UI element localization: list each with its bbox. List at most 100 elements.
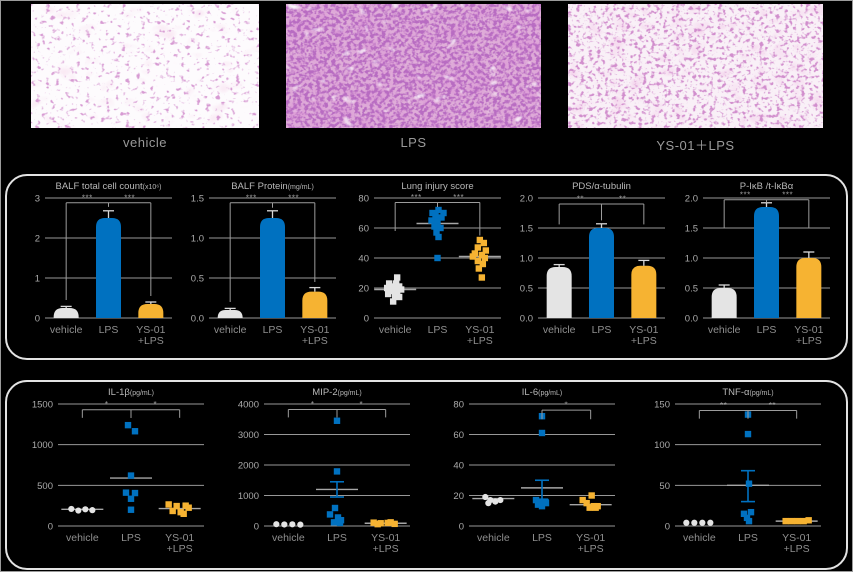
svg-text:+LPS: +LPS	[783, 543, 809, 555]
svg-text:LPS: LPS	[263, 324, 283, 336]
svg-text:YS-01: YS-01	[794, 324, 823, 336]
svg-text:BALF Protein(mg/mL): BALF Protein(mg/mL)	[231, 181, 314, 192]
svg-text:LPS: LPS	[98, 324, 118, 336]
svg-text:3000: 3000	[238, 430, 259, 441]
svg-text:2000: 2000	[238, 461, 259, 472]
svg-text:vehicle: vehicle	[214, 324, 247, 336]
svg-text:0.0: 0.0	[684, 314, 697, 325]
chart-balf-total-cell-count: 0 1 2 3 BALF total cell count(x10⁶)*** *** veh…	[34, 181, 172, 347]
micrograph-label-vehicle: vehicle	[123, 135, 167, 150]
svg-text:80: 80	[358, 194, 369, 205]
svg-text:**: **	[619, 195, 626, 204]
svg-text:LPS: LPS	[532, 532, 552, 544]
svg-text:1.5: 1.5	[520, 224, 533, 235]
svg-text:0.5: 0.5	[520, 284, 533, 295]
micrograph-panel-vehicle: vehicle	[31, 4, 259, 154]
svg-text:2: 2	[34, 234, 39, 245]
svg-text:3: 3	[34, 194, 39, 205]
svg-text:1500: 1500	[32, 400, 53, 411]
svg-text:vehicle: vehicle	[378, 324, 411, 336]
svg-text:vehicle: vehicle	[477, 532, 510, 544]
svg-text:0: 0	[48, 522, 53, 533]
svg-text:***: ***	[124, 193, 135, 202]
svg-text:4000: 4000	[238, 400, 259, 411]
svg-text:***: ***	[288, 193, 299, 202]
chart-p-ikb-t-ikb: 0.0 0.5 1.0 1.5 2.0 P-IκB /t-IκBα*** *** vehicl…	[684, 181, 830, 347]
svg-text:20: 20	[358, 284, 369, 295]
svg-text:*: *	[311, 400, 315, 409]
svg-text:1.0: 1.0	[191, 234, 204, 245]
svg-text:**: **	[577, 195, 584, 204]
svg-text:1000: 1000	[32, 440, 53, 451]
svg-text:0: 0	[664, 522, 669, 533]
svg-text:100: 100	[654, 440, 670, 451]
svg-text:IL-1β(pg/mL): IL-1β(pg/mL)	[108, 387, 154, 398]
svg-text:vehicle: vehicle	[707, 324, 740, 336]
svg-text:+LPS: +LPS	[795, 335, 821, 347]
micrograph-image-lps	[286, 4, 541, 128]
svg-text:+LPS: +LPS	[631, 335, 657, 347]
svg-text:YS-01: YS-01	[465, 324, 494, 336]
svg-text:Lung injury score: Lung injury score	[401, 181, 473, 192]
svg-text:+LPS: +LPS	[302, 335, 328, 347]
svg-text:YS-01: YS-01	[782, 532, 811, 544]
svg-text:vehicle: vehicle	[272, 532, 305, 544]
svg-text:0.0: 0.0	[520, 314, 533, 325]
svg-text:2.0: 2.0	[520, 194, 533, 205]
svg-text:+LPS: +LPS	[466, 335, 492, 347]
svg-text:vehicle: vehicle	[543, 324, 576, 336]
svg-text:TNF-α(pg/mL): TNF-α(pg/mL)	[722, 387, 773, 398]
svg-text:PDS/α-tubulin: PDS/α-tubulin	[572, 181, 631, 192]
svg-text:1.0: 1.0	[684, 254, 697, 265]
svg-text:60: 60	[358, 224, 369, 235]
svg-text:LPS: LPS	[327, 532, 347, 544]
svg-text:+LPS: +LPS	[578, 543, 604, 555]
chart-balf-protein: 0.0 0.5 1.0 1.5 BALF Protein(mg/mL)*** *** veh…	[191, 181, 336, 347]
svg-text:1.0: 1.0	[520, 254, 533, 265]
svg-text:LPS: LPS	[592, 324, 612, 336]
svg-text:YS-01: YS-01	[371, 532, 400, 544]
chart-pds-alpha-tubulin: 0.0 0.5 1.0 1.5 2.0 PDS/α-tubulin ** ** vehicle L…	[520, 181, 665, 347]
summary-charts-panel: 0 1 2 3 BALF total cell count(x10⁶) *** *** veh…	[5, 174, 848, 360]
svg-text:40: 40	[454, 461, 465, 472]
svg-text:YS-01: YS-01	[576, 532, 605, 544]
svg-text:YS-01: YS-01	[300, 324, 329, 336]
svg-text:1.5: 1.5	[191, 194, 204, 205]
svg-text:+LPS: +LPS	[137, 335, 163, 347]
svg-text:P-IκB /t-IκBα: P-IκB /t-IκBα	[739, 181, 793, 192]
svg-text:vehicle: vehicle	[66, 532, 99, 544]
svg-text:60: 60	[454, 430, 465, 441]
chart-lung-injury-score: 0 20 40 60 80 Lung injury score*** *** vehicle L…	[358, 181, 501, 347]
micrograph-label-lps: LPS	[400, 135, 427, 150]
svg-text:***: ***	[410, 193, 421, 202]
svg-text:1: 1	[34, 274, 39, 285]
svg-text:MIP-2(pg/mL): MIP-2(pg/mL)	[312, 387, 361, 398]
micrograph-row: vehicle	[31, 4, 852, 154]
chart-mip-2: 0 1000 2000 3000 4000 MIP-2(pg/mL) * * vehicle LP…	[238, 387, 410, 555]
svg-text:***: ***	[782, 190, 793, 199]
svg-text:LPS: LPS	[121, 532, 141, 544]
svg-text:50: 50	[659, 481, 670, 492]
svg-text:**: **	[768, 401, 775, 410]
svg-text:0: 0	[363, 314, 368, 325]
chart-il-6: 0 20 40 60 80 IL-6(pg/mL)* vehicle LPS YS-01+LPS	[454, 387, 616, 555]
svg-text:0: 0	[459, 522, 464, 533]
svg-text:IL-6(pg/mL): IL-6(pg/mL)	[522, 387, 563, 398]
micrograph-image-vehicle	[31, 4, 259, 128]
svg-text:***: ***	[81, 193, 92, 202]
svg-text:0.5: 0.5	[684, 284, 697, 295]
svg-text:2.0: 2.0	[684, 194, 697, 205]
svg-text:*: *	[565, 401, 569, 410]
svg-text:500: 500	[38, 481, 54, 492]
svg-text:*: *	[359, 400, 363, 409]
svg-text:*: *	[154, 400, 158, 409]
svg-text:*: *	[105, 400, 109, 409]
svg-text:0.0: 0.0	[191, 314, 204, 325]
svg-text:80: 80	[454, 400, 465, 411]
svg-text:***: ***	[453, 193, 464, 202]
svg-text:0: 0	[34, 314, 39, 325]
svg-text:20: 20	[454, 491, 465, 502]
micrograph-image-ys01-lps	[568, 4, 823, 128]
